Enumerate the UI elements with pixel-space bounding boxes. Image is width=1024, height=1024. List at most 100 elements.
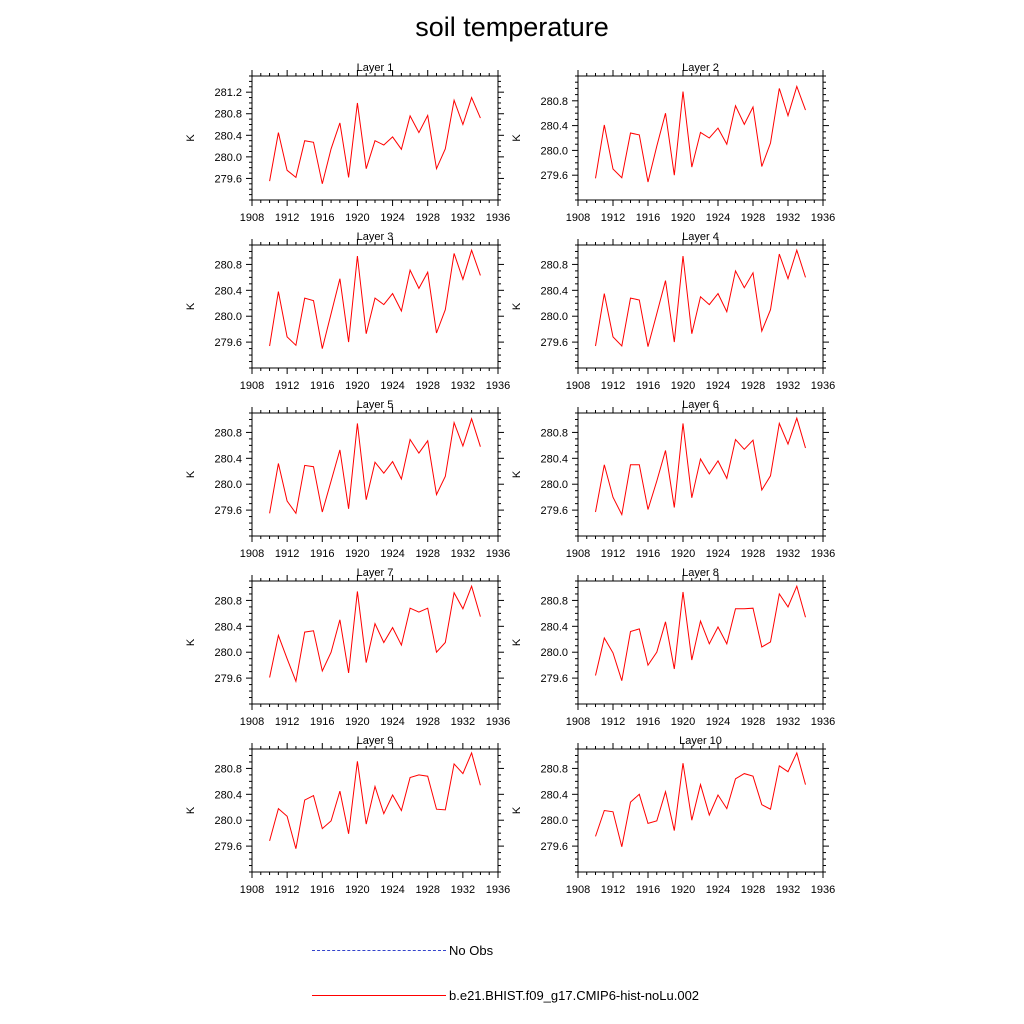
x-tick-label: 1908	[240, 716, 264, 728]
x-tick-label: 1936	[811, 548, 835, 560]
plot-frame	[577, 412, 824, 537]
x-tick-label: 1920	[345, 548, 369, 560]
x-tick-label: 1920	[345, 884, 369, 896]
series-line-model	[595, 584, 806, 681]
chart-panel-4: Layer 4 1908 1912 1916 1920 1924 1928 1932 1936 2…	[511, 231, 835, 392]
x-tick-label: 1908	[566, 212, 590, 224]
y-tick-label: 280.8	[540, 763, 568, 775]
x-tick-label: 1924	[706, 548, 730, 560]
y-tick-label: 280.0	[540, 815, 568, 827]
x-tick-label: 1924	[706, 212, 730, 224]
x-tick-label: 1916	[310, 380, 334, 392]
panel-title: Layer 6	[682, 399, 719, 411]
y-axis-label: K	[185, 470, 197, 478]
chart-panel-5: Layer 5 1908 1912 1916 1920 1924 1928 1932 1936 2…	[185, 399, 510, 560]
x-tick-label: 1936	[811, 212, 835, 224]
x-tick-label: 1912	[601, 884, 625, 896]
y-tick-label: 279.6	[540, 841, 568, 853]
panel-title: Layer 3	[357, 231, 394, 243]
x-tick-label: 1916	[636, 884, 660, 896]
x-tick-label: 1928	[415, 380, 439, 392]
x-tick-label: 1932	[451, 212, 475, 224]
x-tick-label: 1932	[776, 716, 800, 728]
x-tick-label: 1928	[741, 212, 765, 224]
x-tick-label: 1924	[706, 716, 730, 728]
y-tick-label: 280.0	[540, 479, 568, 491]
y-tick-label: 280.8	[540, 427, 568, 439]
x-tick-label: 1908	[566, 884, 590, 896]
x-tick-label: 1920	[671, 212, 695, 224]
series-line-model	[269, 417, 481, 515]
y-axis-label: K	[511, 134, 523, 142]
y-tick-label: 279.6	[214, 337, 242, 349]
x-tick-label: 1920	[345, 716, 369, 728]
x-tick-label: 1936	[486, 212, 510, 224]
y-tick-label: 280.8	[214, 763, 242, 775]
x-tick-label: 1916	[310, 212, 334, 224]
series-line-model	[269, 584, 481, 684]
plot-frame	[251, 244, 499, 369]
x-tick-label: 1912	[601, 212, 625, 224]
y-tick-label: 280.4	[540, 453, 568, 465]
y-tick-label: 279.6	[214, 173, 242, 185]
chart-panel-6: Layer 6 1908 1912 1916 1920 1924 1928 1932 1936 2…	[511, 399, 835, 560]
x-tick-label: 1916	[636, 548, 660, 560]
x-tick-label: 1912	[275, 716, 299, 728]
x-tick-label: 1932	[776, 212, 800, 224]
x-tick-label: 1932	[451, 548, 475, 560]
x-tick-label: 1932	[451, 380, 475, 392]
y-tick-label: 280.0	[214, 311, 242, 323]
chart-panel-9: Layer 9 1908 1912 1916 1920 1924 1928 1932 1936 2…	[185, 735, 510, 896]
x-tick-label: 1928	[741, 380, 765, 392]
y-tick-label: 280.8	[214, 427, 242, 439]
x-tick-label: 1932	[776, 884, 800, 896]
legend-item-model: b.e21.BHIST.f09_g17.CMIP6-hist-noLu.002	[312, 985, 699, 1005]
panel-title: Layer 10	[679, 735, 722, 747]
x-tick-label: 1908	[240, 380, 264, 392]
x-tick-label: 1936	[486, 716, 510, 728]
x-tick-label: 1924	[380, 884, 404, 896]
y-tick-label: 280.0	[214, 647, 242, 659]
y-tick-label: 280.4	[214, 130, 242, 142]
x-tick-label: 1936	[486, 380, 510, 392]
panel-title: Layer 2	[682, 62, 719, 74]
x-tick-label: 1924	[706, 884, 730, 896]
x-tick-label: 1928	[741, 548, 765, 560]
plot-frame	[577, 244, 824, 369]
panel-title: Layer 7	[357, 567, 394, 579]
x-tick-label: 1936	[486, 884, 510, 896]
y-tick-label: 279.6	[214, 841, 242, 853]
plot-frame	[251, 412, 499, 537]
x-tick-label: 1916	[636, 380, 660, 392]
x-tick-label: 1932	[776, 380, 800, 392]
y-tick-label: 279.6	[540, 170, 568, 182]
x-tick-label: 1928	[415, 212, 439, 224]
x-tick-label: 1916	[310, 716, 334, 728]
y-tick-label: 280.0	[540, 145, 568, 157]
x-tick-label: 1924	[706, 380, 730, 392]
y-tick-label: 280.8	[214, 595, 242, 607]
x-tick-label: 1916	[636, 716, 660, 728]
series-line-model	[595, 84, 806, 183]
series-line-model	[269, 248, 481, 349]
chart-panel-1: Layer 1 1908 1912 1916 1920 1924 1928 1932 1936 2…	[185, 62, 510, 224]
x-tick-label: 1924	[380, 716, 404, 728]
y-tick-label: 280.0	[214, 152, 242, 164]
x-tick-label: 1932	[451, 716, 475, 728]
y-tick-label: 280.8	[540, 259, 568, 271]
x-tick-label: 1920	[671, 380, 695, 392]
x-tick-label: 1908	[566, 548, 590, 560]
panel-title: Layer 9	[357, 735, 394, 747]
chart-panel-3: Layer 3 1908 1912 1916 1920 1924 1928 1932 1936 2…	[185, 231, 510, 392]
y-axis-label: K	[185, 302, 197, 310]
plot-frame	[251, 748, 499, 873]
chart-panel-2: Layer 2 1908 1912 1916 1920 1924 1928 1932 1936 2…	[511, 62, 835, 224]
legend-swatch-dashed	[312, 949, 446, 951]
y-tick-label: 280.0	[540, 647, 568, 659]
x-tick-label: 1912	[275, 884, 299, 896]
x-tick-label: 1908	[240, 548, 264, 560]
y-axis-label: K	[511, 470, 523, 478]
legend-label-model: b.e21.BHIST.f09_g17.CMIP6-hist-noLu.002	[449, 987, 700, 1003]
y-tick-label: 280.4	[214, 285, 242, 297]
series-line-model	[269, 96, 481, 184]
